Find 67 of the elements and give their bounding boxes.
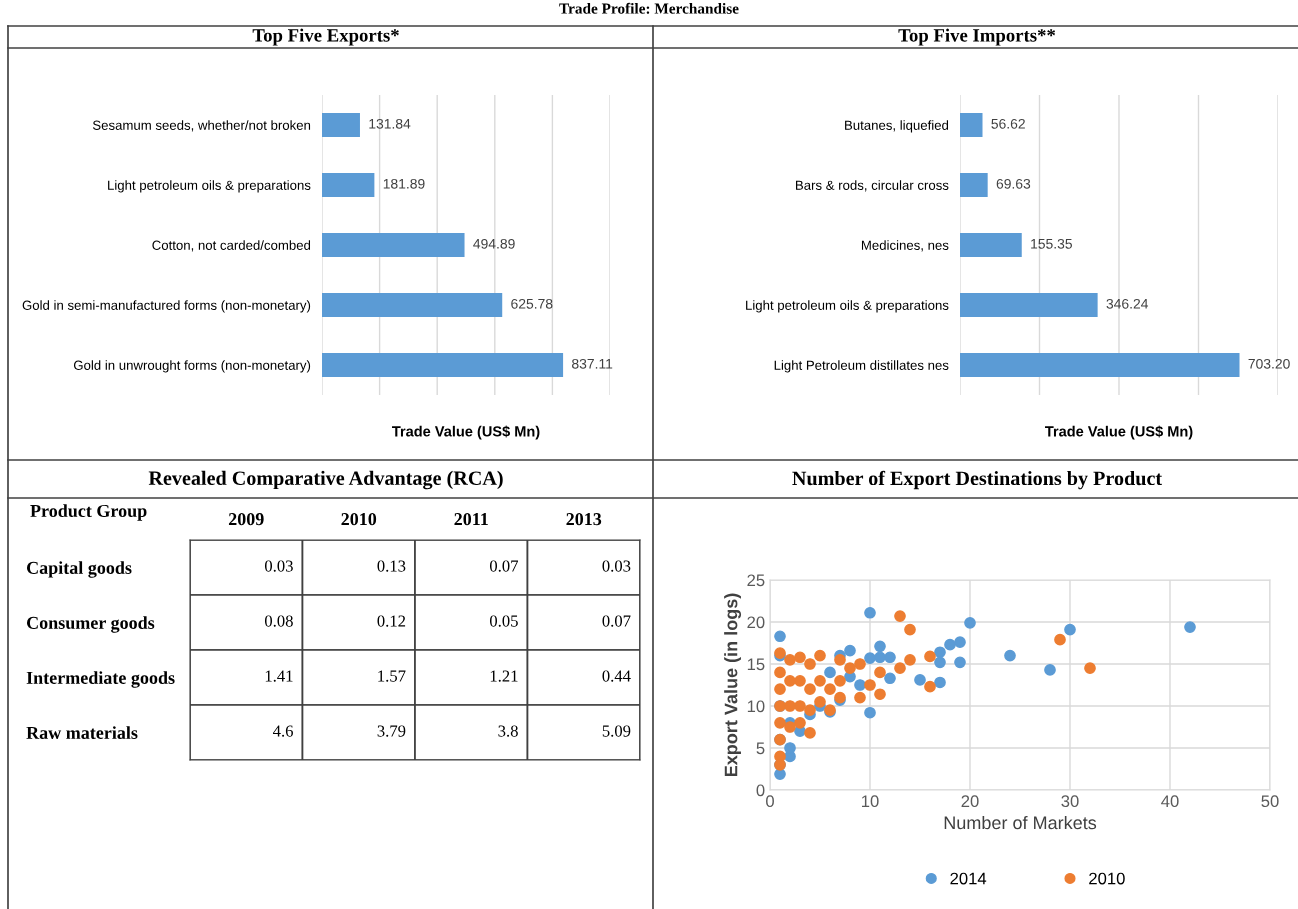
y-tick-label: Capital goods <box>26 561 132 578</box>
y-tick-label: Light petroleum oils & preparations <box>108 180 311 193</box>
data-label: 131.84 <box>369 118 411 129</box>
x-tick-label: 2013 <box>566 513 602 526</box>
y-tick-label: Light Petroleum distillates nes <box>774 360 949 373</box>
y-tick-label: 25 <box>747 574 765 587</box>
y-tick-label: Raw materials <box>26 726 138 739</box>
data-label: 0.03 <box>264 560 293 572</box>
data-label: 69.63 <box>996 178 1031 189</box>
data-label: 0.03 <box>602 560 631 572</box>
x-axis-title: Trade Value (US$ Mn) <box>392 425 540 440</box>
data-label: 155.35 <box>1031 238 1072 249</box>
x-tick-label: 50 <box>1261 795 1279 808</box>
data-label: 0.13 <box>377 560 406 572</box>
data-label: 1.21 <box>490 670 518 682</box>
y-axis-title: Product Group <box>30 504 147 521</box>
data-label: 346.24 <box>1106 298 1149 309</box>
data-label: 494.89 <box>473 238 515 249</box>
y-tick-label: 5 <box>756 742 765 755</box>
legend-label: 2010 <box>1089 872 1125 885</box>
y-tick-label: Light petroleum oils & preparations <box>746 300 949 313</box>
x-tick-label: 30 <box>1061 795 1079 808</box>
data-label: 3.8 <box>498 725 518 737</box>
y-tick-label: Bars & rods, circular cross <box>796 180 949 192</box>
y-tick-label: Sesamum seeds, whether/not broken <box>92 120 311 132</box>
data-label: 0.07 <box>602 615 631 627</box>
y-tick-label: 0 <box>756 784 765 797</box>
x-tick-label: 20 <box>961 795 979 808</box>
text: Trade Profile: Merchandise <box>559 2 739 14</box>
chart-title: Top Five Exports* <box>252 28 399 46</box>
x-tick-label: 2010 <box>341 513 377 526</box>
x-tick-label: 40 <box>1161 795 1179 808</box>
y-tick-label: Gold in semi-manufactured forms (non-monetary) <box>22 300 311 313</box>
y-tick-label: 15 <box>747 658 765 671</box>
data-label: 0.07 <box>489 560 519 572</box>
y-tick-label: Butanes, liquefied <box>845 120 949 133</box>
data-label: 1.41 <box>265 670 293 682</box>
data-label: 0.05 <box>489 615 518 627</box>
y-tick-label: Intermediate goods <box>26 671 175 688</box>
data-label: 181.89 <box>383 178 425 189</box>
data-label: 3.79 <box>377 725 406 737</box>
data-label: 625.78 <box>511 298 553 309</box>
data-label: 837.11 <box>572 358 613 369</box>
y-axis-title: Export Value (in logs) <box>724 593 742 777</box>
y-tick-label: 20 <box>747 616 765 629</box>
data-label: 0.12 <box>377 615 406 627</box>
data-label: 0.08 <box>264 615 293 627</box>
data-label: 4.6 <box>272 725 293 737</box>
data-label: 1.57 <box>378 670 406 682</box>
x-tick-label: 2009 <box>228 513 264 526</box>
x-tick-label: 2011 <box>454 513 488 526</box>
x-axis-title: Number of Markets <box>944 815 1097 830</box>
x-tick-label: 0 <box>766 795 774 808</box>
chart-title: Top Five Imports** <box>898 28 1056 46</box>
data-label: 5.09 <box>602 725 631 737</box>
y-tick-label: Gold in unwrought forms (non-monetary) <box>73 360 311 373</box>
chart-title: Number of Export Destinations by Product <box>792 470 1163 490</box>
chart-title: Revealed Comparative Advantage (RCA) <box>148 470 503 490</box>
data-label: 0.44 <box>602 670 631 682</box>
data-label: 703.20 <box>1248 358 1290 369</box>
y-tick-label: Medicines, nes <box>861 240 949 252</box>
y-tick-label: Cotton, not carded/combed <box>152 240 311 252</box>
y-tick-label: Consumer goods <box>26 616 155 633</box>
legend-label: 2014 <box>950 872 987 885</box>
y-tick-label: 10 <box>747 700 765 713</box>
x-axis-title: Trade Value (US$ Mn) <box>1045 425 1193 440</box>
data-label: 56.62 <box>991 118 1025 129</box>
